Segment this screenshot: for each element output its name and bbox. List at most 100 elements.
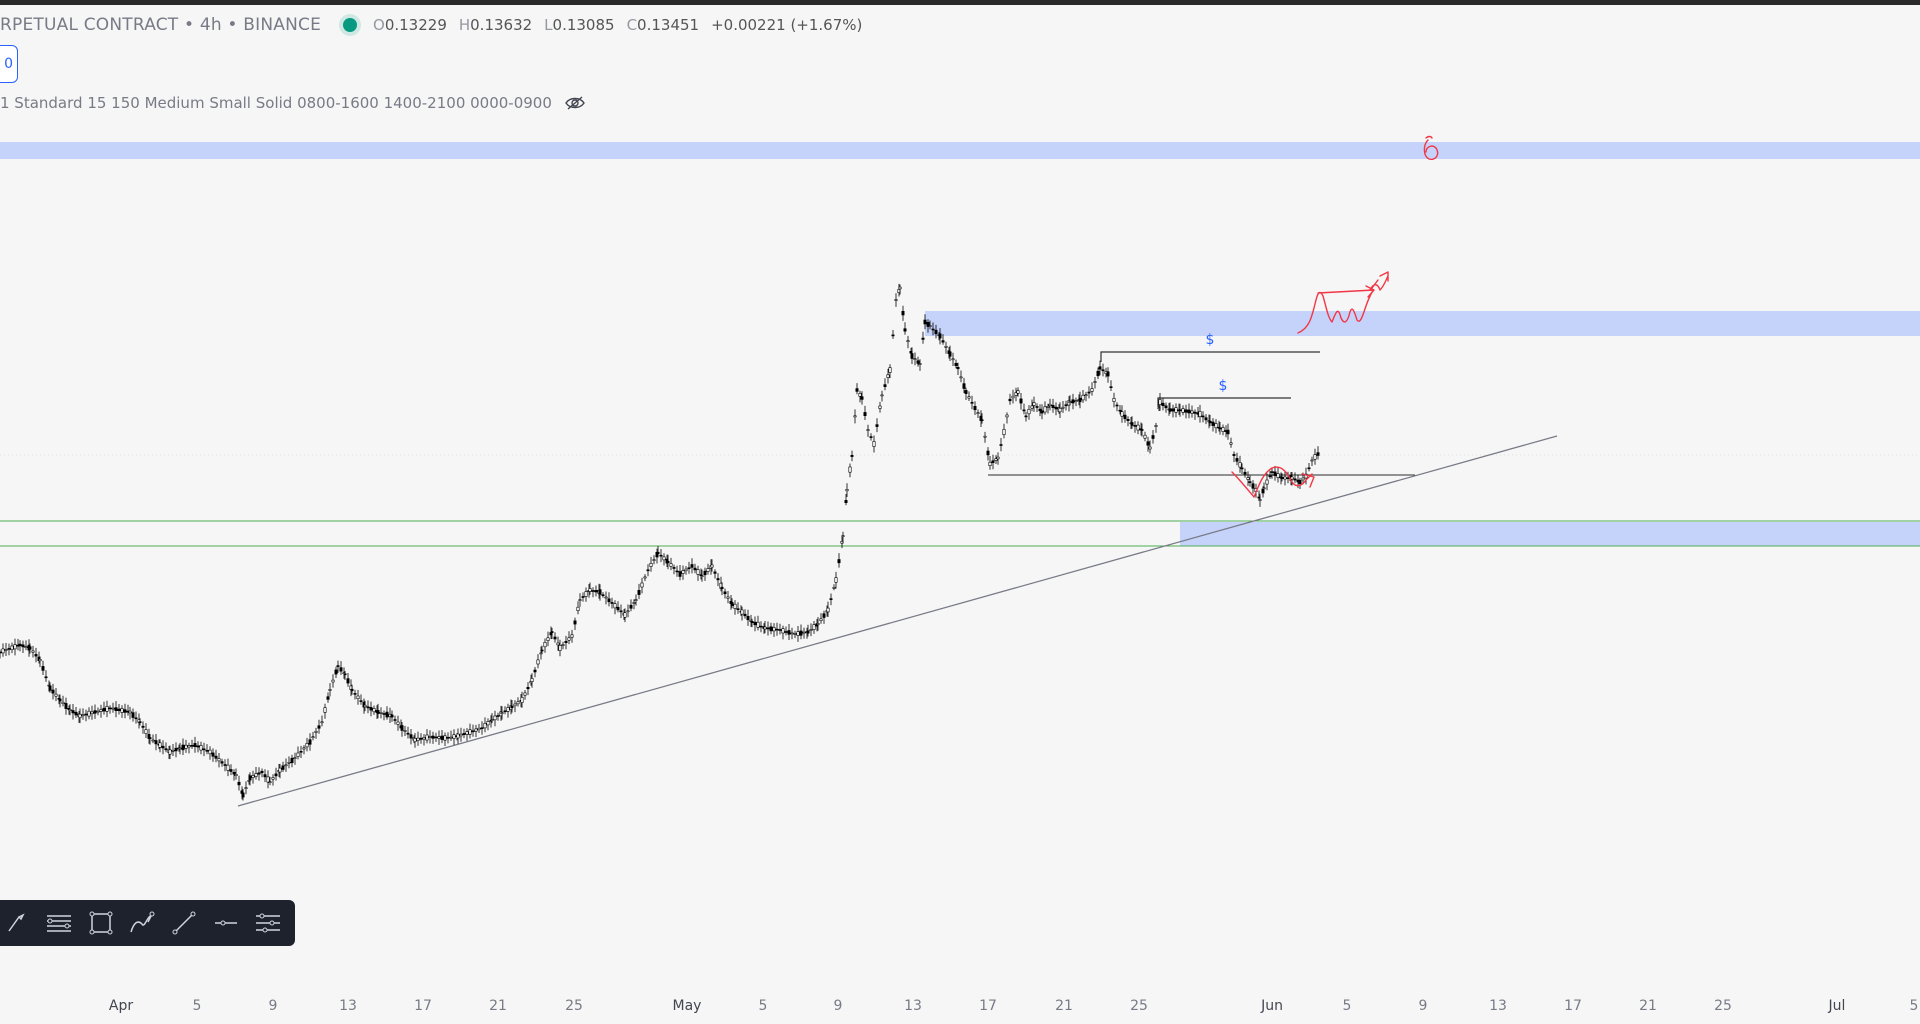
candle-body	[413, 738, 417, 743]
ascending-trendline[interactable]	[237, 435, 1558, 807]
candle-body	[419, 737, 423, 740]
candle-body	[878, 405, 882, 409]
candle-body	[496, 715, 500, 717]
ohlc-change: +0.00221 (+1.67%)	[711, 16, 863, 34]
candle-body	[1265, 479, 1269, 485]
candle-body	[640, 582, 644, 588]
candle-body	[662, 556, 666, 561]
candle-body	[812, 624, 816, 630]
candle-body	[787, 630, 791, 635]
price-chart[interactable]: $ $	[0, 0, 1920, 996]
double-bottom-drawing[interactable]	[1231, 466, 1315, 498]
time-axis-label: 25	[565, 998, 583, 1014]
candle-body	[1218, 427, 1222, 430]
candle-body	[781, 628, 785, 634]
time-axis-label: 9	[833, 998, 843, 1014]
candle-body	[1208, 420, 1212, 424]
candle-body	[1136, 424, 1140, 431]
candle-body	[123, 709, 127, 713]
candle-body	[880, 394, 884, 397]
compare-badge[interactable]: 0	[0, 45, 18, 83]
candle-body	[672, 567, 676, 569]
candle-body	[983, 435, 987, 438]
candle-body	[422, 737, 426, 740]
candle-body	[1226, 429, 1230, 435]
candle-body	[234, 773, 238, 776]
candle-body	[254, 773, 258, 777]
candle-body	[425, 734, 429, 741]
candle-body	[199, 745, 203, 751]
candle-body	[894, 299, 898, 301]
candle-body	[994, 458, 998, 461]
time-axis-label: 9	[268, 998, 278, 1014]
symbol-title[interactable]: RPETUAL CONTRACT • 4h • BINANCE	[0, 15, 322, 35]
candle-body	[561, 644, 565, 646]
candle-body	[536, 659, 540, 665]
indicator-legend[interactable]: 1 Standard 15 150 Medium Small Solid 080…	[0, 94, 586, 112]
candle-body	[1238, 461, 1242, 468]
candle-body	[520, 697, 524, 703]
candle-body	[38, 658, 42, 662]
liquidity-high-line-2[interactable]	[1157, 397, 1291, 407]
path-icon[interactable]	[124, 905, 160, 941]
resistance-zone-top[interactable]	[0, 142, 1920, 159]
candle-body	[533, 669, 537, 673]
candle-body	[976, 412, 980, 415]
time-axis[interactable]: Apr 5 9 13 17 21 25 May 5 9 13 17 21 25 Jun 5 9 13 17 21 25 J…	[0, 996, 1920, 1024]
candle-body	[951, 358, 955, 361]
candle-body	[1035, 406, 1039, 408]
liquidity-label-2: $	[1219, 378, 1228, 394]
candle-body	[1016, 390, 1020, 394]
brush-icon[interactable]	[0, 905, 35, 941]
candle-body	[437, 736, 441, 739]
trend-line-icon[interactable]	[166, 905, 202, 941]
candle-body	[1087, 391, 1091, 394]
settings-sliders-icon[interactable]	[250, 905, 286, 941]
candle-body	[1258, 499, 1262, 501]
resistance-zone-mid[interactable]	[925, 311, 1920, 336]
candle-body	[964, 390, 968, 394]
candle-body	[710, 564, 714, 568]
liquidity-high-line-1[interactable]	[1100, 351, 1320, 362]
market-status-icon	[343, 18, 358, 32]
candle-body	[736, 608, 740, 611]
candle-body	[866, 429, 870, 431]
candle-body	[632, 602, 636, 604]
candle-body	[1, 648, 5, 654]
candle-body	[71, 710, 75, 714]
candle-body	[996, 456, 1000, 460]
candle-body	[623, 612, 627, 618]
candle-body	[659, 554, 663, 557]
candle-body	[1071, 399, 1075, 404]
candle-body	[1248, 481, 1252, 483]
candle-body	[1240, 467, 1244, 470]
candle-body	[696, 569, 700, 575]
candle-body	[61, 701, 65, 705]
candle-body	[1181, 408, 1185, 413]
candle-body	[610, 602, 614, 604]
candle-body	[1307, 467, 1311, 470]
candle-body	[51, 689, 55, 694]
candle-body	[416, 737, 420, 741]
candle-body	[883, 384, 887, 388]
indicator-settings-text: 1 Standard 15 150 Medium Small Solid 080…	[0, 94, 552, 112]
candle-body	[190, 744, 194, 747]
candle-body	[446, 736, 450, 739]
horizontal-line-icon[interactable]	[208, 905, 244, 941]
candle-body	[483, 722, 487, 729]
fib-retracement-icon[interactable]	[41, 905, 77, 941]
hand-drawn-mark-icon[interactable]	[1423, 135, 1439, 161]
candle-body	[24, 646, 28, 649]
candle-body	[941, 340, 945, 343]
candle-body	[1084, 394, 1088, 397]
candle-body	[1074, 400, 1078, 403]
candle-body	[449, 736, 453, 739]
candle-body	[363, 704, 367, 708]
candle-body	[1301, 477, 1305, 481]
eye-off-icon[interactable]	[564, 95, 586, 111]
candle-body	[570, 634, 574, 638]
candle-body	[428, 736, 432, 738]
freehand-projection-drawing[interactable]	[1297, 271, 1389, 334]
support-zone[interactable]	[1180, 522, 1920, 546]
rectangle-icon[interactable]	[83, 905, 119, 941]
